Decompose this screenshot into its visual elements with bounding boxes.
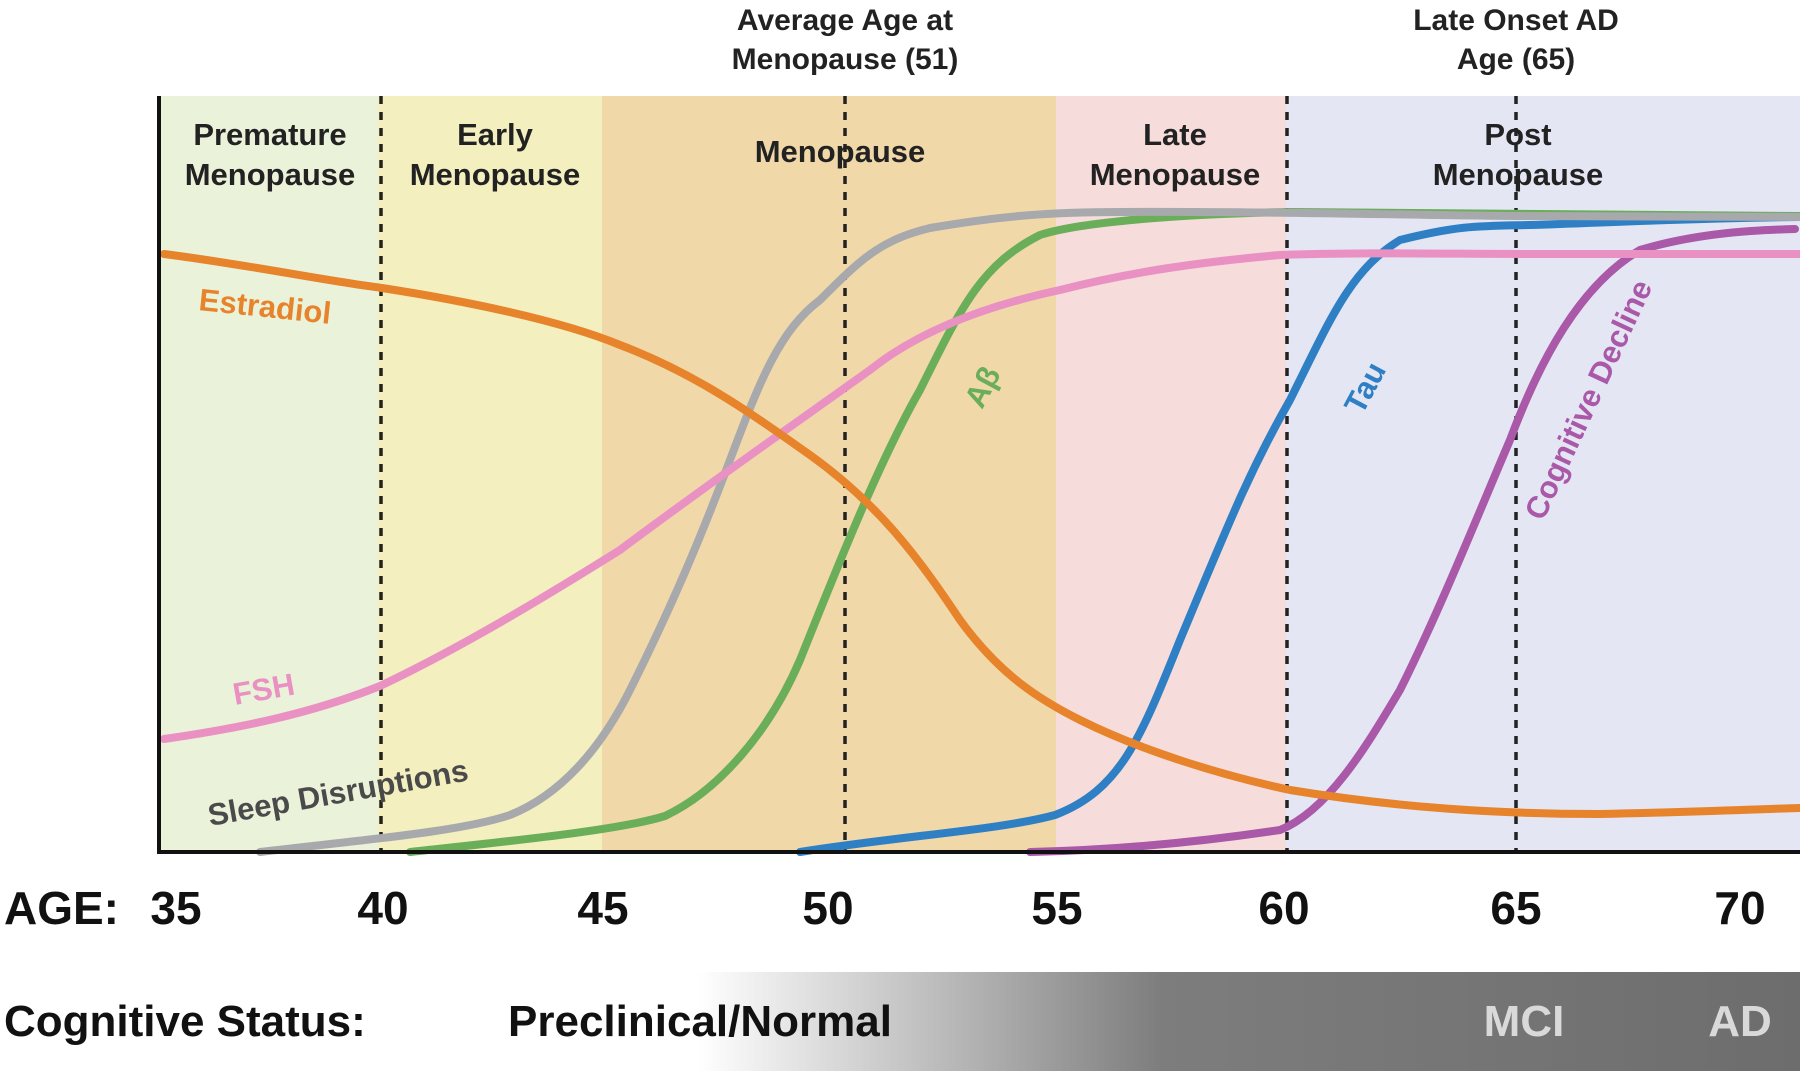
- stage-early-line2: Menopause: [410, 157, 581, 192]
- stage-premature-line2: Menopause: [185, 157, 356, 192]
- dashed-markers: [379, 96, 1518, 852]
- age-tick-35: 35: [150, 882, 201, 934]
- cognitive-status-gradient: [640, 972, 1800, 1071]
- age-tick-55: 55: [1031, 882, 1082, 934]
- fsh-curve: [160, 249, 1800, 743]
- stage-menopause-line1: Menopause: [755, 134, 926, 169]
- stage-late-line1: Late: [1143, 117, 1207, 152]
- status-ad: AD: [1708, 997, 1772, 1046]
- age-tick-60: 60: [1258, 882, 1309, 934]
- stage-post-line2: Menopause: [1433, 157, 1604, 192]
- menopause-avg-line2: Menopause (51): [732, 43, 959, 76]
- age-tick-45: 45: [577, 882, 628, 934]
- age-tick-50: 50: [802, 882, 853, 934]
- age-axis-labels: AGE: 35 40 45 50 55 60 65 70: [4, 882, 1766, 934]
- cognitive-status-title: Cognitive Status:: [4, 997, 366, 1046]
- stage-early-line1: Early: [457, 117, 534, 152]
- sleep-disruptions-curve: [256, 207, 1800, 856]
- stage-late-line2: Menopause: [1090, 157, 1261, 192]
- stage-post-line1: Post: [1484, 117, 1551, 152]
- tau-curve: [796, 213, 1800, 856]
- menopause-avg-line1: Average Age at: [737, 4, 953, 37]
- estradiol-curve: [160, 250, 1800, 818]
- band-premature-menopause: [159, 96, 378, 852]
- cognitive-status-bar: Cognitive Status: Preclinical/Normal MCI…: [4, 972, 1800, 1071]
- stage-labels: Premature Menopause Early Menopause Meno…: [185, 117, 1604, 192]
- age-tick-65: 65: [1490, 882, 1541, 934]
- curves: [160, 207, 1800, 856]
- status-mci: MCI: [1484, 997, 1565, 1046]
- age-tick-40: 40: [357, 882, 408, 934]
- band-early-menopause: [378, 96, 602, 852]
- late-onset-ad-line1: Late Onset AD: [1413, 4, 1619, 37]
- axes: [157, 96, 1800, 854]
- top-annotations: Average Age at Menopause (51) Late Onset…: [732, 4, 1619, 76]
- stage-premature-line1: Premature: [193, 117, 346, 152]
- late-onset-ad-line2: Age (65): [1457, 43, 1575, 76]
- age-tick-70: 70: [1714, 882, 1765, 934]
- cognitive-decline-curve: [1026, 225, 1799, 856]
- status-preclinical: Preclinical/Normal: [508, 997, 892, 1046]
- age-axis-title: AGE:: [4, 882, 119, 934]
